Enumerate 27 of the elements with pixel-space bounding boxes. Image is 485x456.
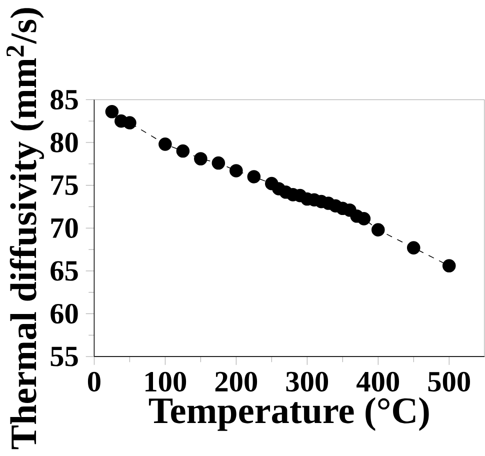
point [371, 223, 385, 236]
x-tick-label: 100 [146, 372, 186, 392]
y-tick-label: 70 [51, 218, 78, 238]
point [176, 144, 190, 158]
point [123, 116, 136, 130]
y-tick-label: 55 [50, 346, 78, 366]
point [442, 259, 456, 272]
point [357, 212, 371, 226]
point [105, 104, 119, 118]
y-tick-label: 60 [50, 304, 78, 324]
x-tick-label: 300 [286, 372, 328, 392]
y-tick-label: 85 [50, 90, 78, 110]
x-tick-label: 400 [356, 372, 400, 392]
x-tick-label: 200 [215, 372, 258, 392]
x-tick-label: 500 [428, 372, 470, 392]
point [406, 241, 420, 254]
y-axis-title: Thermal diffusivity (mm$^{2}$/s) [6, 8, 44, 450]
point [212, 156, 226, 170]
x-tick-label: 0 [88, 372, 100, 392]
point [247, 170, 261, 184]
point [194, 152, 208, 166]
x-axis-title: Temperature (°C) [148, 397, 429, 431]
y-tick-label: 80 [50, 132, 78, 152]
point [230, 164, 243, 178]
y-tick-label: 75 [51, 175, 78, 195]
point [158, 137, 172, 151]
y-tick-label: 65 [50, 260, 78, 281]
